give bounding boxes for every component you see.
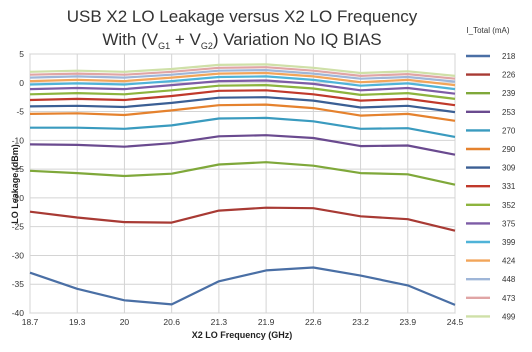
legend-item-399: 399 [466,238,516,247]
legend-item-499: 499 [466,312,516,321]
legend-label: 218 [502,52,516,61]
legend-label: 226 [502,71,516,80]
series-line-399 [29,75,456,91]
x-tick-label: 19.3 [69,317,86,327]
legend-title: I_Total (mA) [466,26,509,35]
x-tick-label: 22.6 [305,317,322,327]
legend-label: 239 [502,89,516,98]
legend-item-270: 270 [466,126,516,135]
title-plus: + V [170,30,201,49]
y-axis-title: LO Leakage (dBm) [10,144,20,224]
series-lines [29,63,456,306]
y-tick-label: -5 [16,107,24,117]
series-line-253 [29,134,456,156]
x-tick-label: 23.9 [400,317,417,327]
legend-label: 473 [502,294,516,303]
title-sub1: G1 [158,41,170,51]
series-line-473 [29,66,456,80]
y-tick-label: -25 [12,222,25,232]
y-tick-label: -40 [12,308,25,318]
legend-item-331: 331 [466,182,516,191]
series-line-331 [29,89,456,107]
legend-item-239: 239 [466,89,516,98]
chart-title-line2: With (VG1 + VG2) Variation No IQ BIAS [102,30,381,51]
y-tick-label: -10 [12,135,25,145]
title-sub2: G2 [201,41,213,51]
series-line-218 [29,266,456,306]
legend-item-226: 226 [466,71,516,80]
y-tick-label: 5 [19,49,24,59]
grid [29,53,456,314]
legend-item-290: 290 [466,145,516,154]
legend-label: 270 [502,126,516,135]
series-line-226 [29,206,456,232]
x-tick-label: 21.9 [258,317,275,327]
legend-label: 290 [502,145,516,154]
legend-label: 499 [502,312,516,321]
legend-label: 424 [502,257,516,266]
legend-label: 399 [502,238,516,247]
legend-item-253: 253 [466,108,516,117]
x-tick-labels: 18.7 19.3 20 20.6 21.3 21.9 22.6 23.2 23.9 24.5 [22,317,464,327]
series-line-290 [29,103,456,122]
y-tick-label: -20 [12,193,25,203]
y-tick-label: -30 [12,250,25,260]
series-line-448 [29,68,456,83]
series-line-375 [29,79,456,95]
x-tick-label: 20 [120,317,130,327]
x-tick-label: 20.6 [163,317,180,327]
legend-label: 309 [502,164,516,173]
series-line-352 [29,83,456,100]
legend-item-352: 352 [466,201,516,210]
x-tick-label: 24.5 [447,317,464,327]
legend-label: 331 [502,182,516,191]
title-line2-suffix: ) Variation No IQ BIAS [213,30,382,49]
x-tick-label: 18.7 [22,317,39,327]
series-line-424 [29,71,456,87]
legend-item-448: 448 [466,275,516,284]
chart-title: USB X2 LO Leakage versus X2 LO Frequency [67,7,418,26]
title-line2-prefix: With (V [102,30,158,49]
legend-item-424: 424 [466,257,516,266]
x-tick-label: 23.2 [352,317,369,327]
x-axis-title: X2 LO Frequency (GHz) [192,330,293,340]
legend: 218 226 239 253 270 290 309 331 352 375 399 424 448 4… [466,52,516,321]
legend-item-375: 375 [466,219,516,228]
legend-label: 448 [502,275,516,284]
legend-item-473: 473 [466,294,516,303]
legend-label: 375 [502,219,516,228]
legend-label: 253 [502,108,516,117]
y-tick-labels: 5 0 -5 -10 -15 -20 -25 -30 -35 -40 [12,49,25,318]
x-tick-label: 21.3 [211,317,228,327]
legend-item-218: 218 [466,52,516,61]
legend-item-309: 309 [466,164,516,173]
series-line-270 [30,116,456,138]
legend-label: 352 [502,201,516,210]
series-line-499 [29,63,456,77]
series-line-309 [29,96,456,114]
series-line-239 [29,161,456,186]
y-tick-label: 0 [19,78,24,88]
y-tick-label: -35 [12,279,25,289]
y-tick-label: -15 [12,164,25,174]
